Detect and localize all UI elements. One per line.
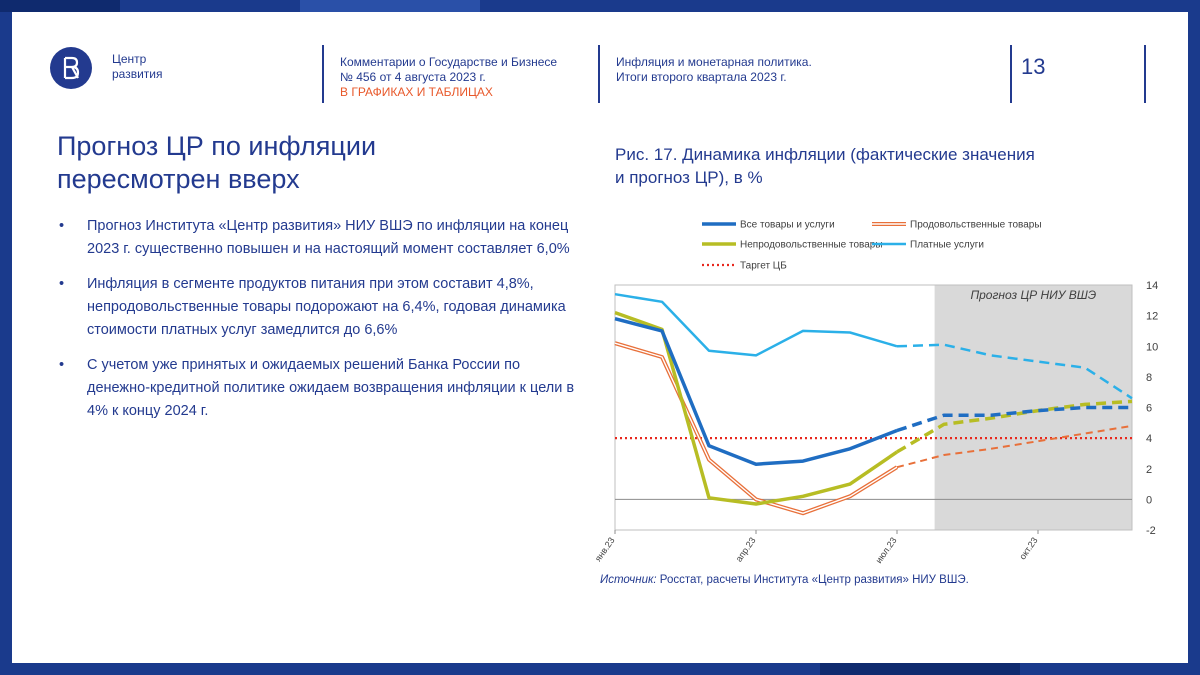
series-2-line-inner: [614, 342, 898, 514]
series-1-forecast-line: [896, 405, 1132, 433]
y-tick-label: 8: [1146, 372, 1152, 384]
series-2-line: [614, 341, 899, 516]
x-tick-label: апр.23: [734, 535, 758, 563]
legend-item-2-label: Продовольственные товары: [910, 220, 1042, 231]
legend-item-5-label: Таргет ЦБ: [740, 261, 787, 272]
forecast-region: [934, 285, 1132, 530]
y-tick-label: 12: [1146, 311, 1158, 323]
series-4-line: [614, 292, 898, 357]
header-topic: Инфляция и монетарная политика. Итоги вт…: [616, 55, 812, 84]
header-publication: Комментарии о Государстве и Бизнесе № 45…: [340, 55, 558, 99]
header-divider: [598, 45, 600, 103]
y-tick-label: 4: [1146, 433, 1152, 445]
inflation-chart: Все товары и услуги Продовольственные тов…: [593, 220, 1158, 566]
slide: Центр развития Комментарии о Государстве…: [12, 12, 1188, 663]
brand-name: Центр развития: [112, 52, 163, 81]
chart-plot: Прогноз ЦР НИУ ВШЭ -2 0 2 4 6 8 10 12 14 янв.23 апр…: [593, 280, 1158, 565]
x-tick-label: янв.23: [593, 535, 617, 563]
series-2-forecast-line: [896, 424, 1133, 469]
page-number: 13: [1021, 54, 1046, 79]
header-divider: [1010, 45, 1012, 103]
forecast-label: Прогноз ЦР НИУ ВШЭ: [970, 288, 1096, 302]
chart-legend: Все товары и услуги Продовольственные тов…: [702, 220, 1042, 272]
plot-frame: [614, 284, 1133, 531]
y-tick-label: -2: [1146, 525, 1156, 537]
bullet-item: Инфляция в сегменте продуктов питания пр…: [57, 273, 577, 342]
legend-item-1-label: Все товары и услуги: [740, 220, 835, 231]
bullet-item: Прогноз Института «Центр развития» НИУ В…: [57, 215, 577, 261]
x-tick-label: июл.23: [874, 535, 899, 565]
legend-item-4-label: Платные услуги: [910, 240, 984, 251]
series-4-forecast-line: [896, 343, 1133, 400]
y-tick-label: 0: [1146, 494, 1152, 506]
y-tick-label: 6: [1146, 403, 1152, 415]
x-tick-label: окт.23: [1017, 535, 1039, 561]
bullet-item: С учетом уже принятых и ожидаемых решени…: [57, 354, 577, 423]
series-3-line: [614, 310, 898, 506]
figure-title: Рис. 17. Динамика инфляции (фактические …: [615, 145, 1035, 187]
header-divider: [1144, 45, 1146, 103]
legend-item-3-label: Непродовольственные товары: [740, 240, 883, 251]
bullet-list: Прогноз Института «Центр развития» НИУ В…: [57, 215, 577, 435]
hse-logo-icon: [50, 47, 92, 89]
page-title: Прогноз ЦР по инфляции пересмотрен вверх: [57, 131, 377, 194]
y-tick-label: 2: [1146, 464, 1152, 476]
figure-source: Источник: Росстат, расчеты Института «Це…: [600, 574, 969, 586]
series-1-line: [614, 317, 898, 466]
y-tick-label: 14: [1146, 280, 1158, 292]
header-divider: [322, 45, 324, 103]
y-tick-label: 10: [1146, 341, 1158, 353]
